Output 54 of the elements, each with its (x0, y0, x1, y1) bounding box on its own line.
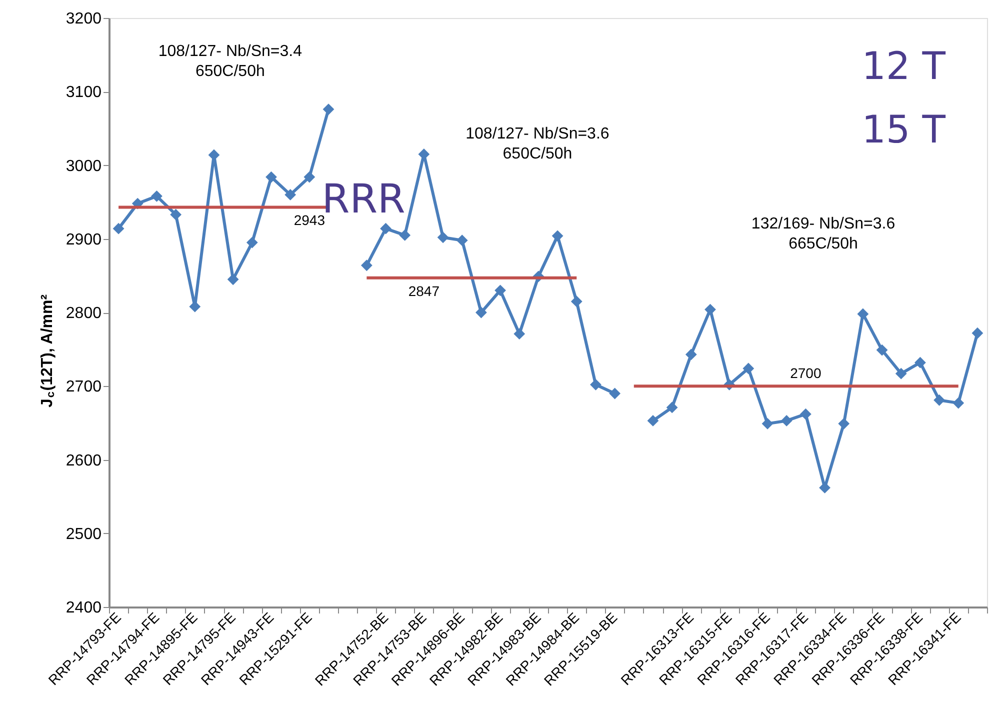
point (360, 260, 372, 272)
point (590, 378, 602, 390)
point (952, 397, 964, 409)
point (170, 208, 182, 220)
point (494, 284, 506, 296)
point (266, 171, 277, 183)
point (552, 230, 564, 242)
point (972, 327, 984, 339)
point (780, 415, 792, 426)
point (380, 222, 392, 234)
y-axis-title: Jc(12T), A/mm² (39, 294, 57, 408)
point (151, 190, 162, 202)
point (322, 104, 334, 115)
point (570, 296, 582, 308)
y-tick-label: 2600 (66, 452, 102, 470)
point (456, 234, 468, 246)
annotation: 12 T (862, 44, 946, 88)
y-tick-label: 2900 (66, 231, 102, 248)
point (609, 388, 621, 400)
y-tick-label: 2400 (66, 600, 102, 616)
point (800, 408, 812, 420)
annotation: 132/169- Nb/Sn=3.6 665C/50h (751, 215, 896, 252)
point (876, 344, 888, 356)
point (895, 368, 907, 380)
point (685, 348, 697, 360)
point (475, 306, 487, 318)
y-tick-label: 2500 (66, 526, 102, 543)
point (437, 232, 449, 244)
y-tick-label: 3200 (66, 10, 102, 28)
point (647, 415, 659, 426)
point (914, 356, 926, 368)
point (742, 362, 754, 374)
point (284, 189, 296, 200)
point (227, 274, 239, 286)
point (399, 229, 411, 241)
point (112, 222, 124, 234)
point (246, 236, 258, 248)
data-label: 2847 (408, 282, 440, 299)
y-tick-label: 2700 (66, 378, 102, 396)
point (666, 402, 678, 414)
y-tick-label: 2800 (66, 305, 102, 322)
point (838, 418, 850, 430)
point (514, 328, 526, 340)
point (304, 171, 316, 183)
data-label: 2700 (790, 365, 822, 382)
annotation: 15 T (862, 108, 946, 152)
point (762, 418, 774, 430)
y-tick-label: 3000 (66, 158, 102, 175)
point (857, 308, 869, 320)
point (934, 394, 945, 406)
y-tick-label: 3100 (66, 84, 102, 102)
annotation: 108/127- Nb/Sn=3.4 650C/50h (158, 42, 302, 80)
annotation: 108/127- Nb/Sn=3.6 650C/50h (466, 125, 610, 162)
point (704, 304, 716, 316)
